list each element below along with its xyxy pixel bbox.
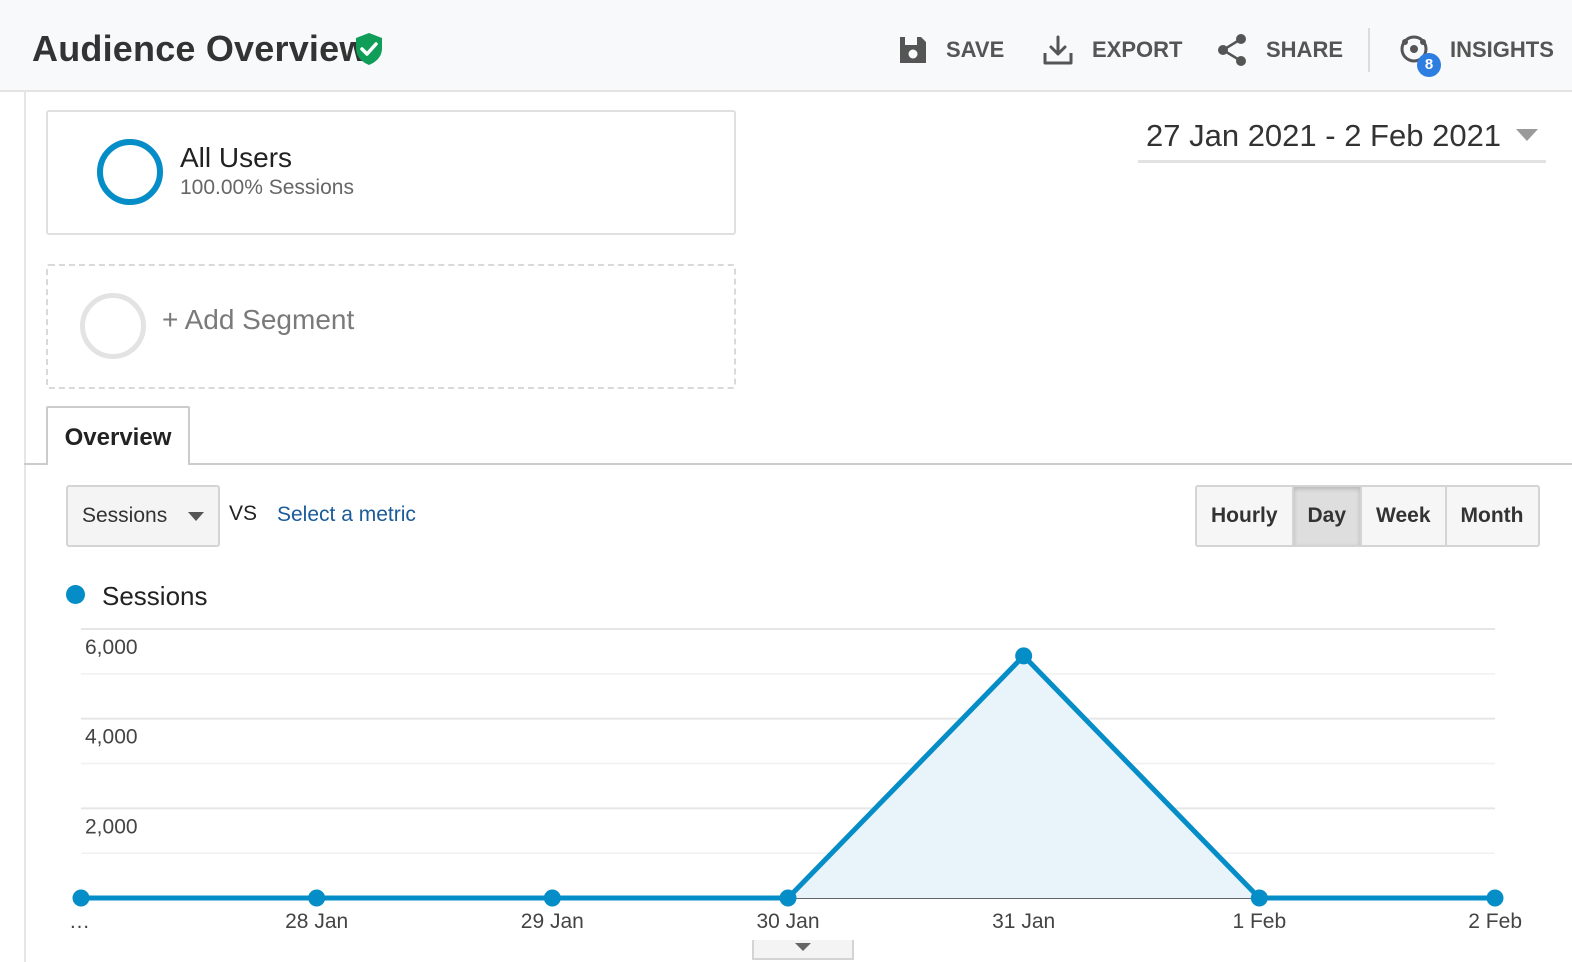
x-tick-label: 2 Feb: [1468, 910, 1522, 933]
insights-label: INSIGHTS: [1450, 37, 1554, 62]
sessions-data-point: [1486, 889, 1504, 907]
share-label: SHARE: [1266, 37, 1344, 62]
x-tick-label: 29 Jan: [521, 910, 584, 933]
sessions-data-point: [1015, 647, 1033, 665]
sessions-data-point: [779, 889, 797, 907]
insights-icon: [1400, 35, 1428, 63]
empty-segment-circle-icon: [80, 293, 146, 359]
vs-label: VS: [229, 502, 258, 525]
add-segment-button[interactable]: + Add Segment: [46, 264, 736, 389]
tab-overview[interactable]: Overview: [46, 406, 190, 465]
granularity-week-button[interactable]: Week: [1362, 487, 1447, 545]
insights-button[interactable]: INSIGHTS: [1398, 30, 1554, 70]
share-button[interactable]: SHARE: [1216, 30, 1343, 70]
x-tick-label: 30 Jan: [756, 910, 819, 933]
segment-name: All Users: [180, 142, 293, 173]
chevron-down-icon: [1516, 129, 1538, 141]
date-range-text: 27 Jan 2021 - 2 Feb 2021: [1146, 118, 1502, 153]
sessions-data-point: [308, 889, 326, 907]
date-range-picker[interactable]: 27 Jan 2021 - 2 Feb 2021: [1138, 112, 1546, 163]
sessions-data-point: [543, 889, 561, 907]
content-frame-border: [24, 90, 26, 962]
select-metric-link[interactable]: Select a metric: [277, 503, 416, 526]
export-label: EXPORT: [1092, 37, 1183, 62]
dropdown-caret-icon: [188, 512, 204, 521]
sessions-line-chart: 6,000 4,000 2,000 … 28 Jan 29 Jan 30 Jan 31 Jan…: [69, 628, 1522, 933]
granularity-hourly-button[interactable]: Hourly: [1197, 487, 1294, 545]
verified-shield-icon: [356, 33, 382, 65]
sessions-data-point: [72, 889, 90, 907]
save-icon: [900, 37, 926, 63]
header-divider: [1368, 28, 1370, 72]
segment-all-users[interactable]: All Users 100.00% Sessions: [46, 110, 736, 235]
page-title: Audience Overview: [32, 28, 368, 69]
granularity-month-button[interactable]: Month: [1446, 487, 1538, 545]
granularity-toggle: Hourly Day Week Month: [1195, 485, 1540, 547]
x-tick-label: …: [69, 910, 90, 933]
y-tick-label: 6,000: [85, 636, 138, 659]
tab-overview-label: Overview: [64, 424, 172, 451]
legend-sessions-label: Sessions: [102, 581, 208, 611]
download-icon: [1043, 35, 1073, 65]
add-segment-label: + Add Segment: [162, 304, 355, 335]
x-tick-label: 28 Jan: [285, 910, 348, 933]
x-tick-label: 1 Feb: [1232, 910, 1286, 933]
chart-expand-handle[interactable]: [752, 940, 854, 960]
x-tick-label: 31 Jan: [992, 910, 1055, 933]
metric-dropdown-value: Sessions: [82, 504, 168, 527]
granularity-day-button[interactable]: Day: [1293, 487, 1363, 545]
sessions-series-line: [81, 653, 1495, 901]
save-label: SAVE: [946, 37, 1005, 62]
y-tick-label: 2,000: [85, 815, 138, 838]
legend-sessions-marker: [66, 585, 85, 604]
share-icon: [1218, 34, 1246, 66]
segment-circle-icon: [97, 139, 163, 205]
metric-dropdown[interactable]: Sessions: [66, 485, 220, 547]
sessions-data-point: [1250, 889, 1268, 907]
report-header: Audience Overview SAVE EXPORT: [0, 0, 1572, 92]
tab-bar-divider: [24, 463, 1572, 465]
y-tick-label: 4,000: [85, 726, 138, 749]
sessions-area-fill: [81, 655, 1495, 898]
save-button[interactable]: SAVE: [898, 30, 1004, 70]
export-button[interactable]: EXPORT: [1042, 30, 1182, 70]
insights-count-badge: 8: [1417, 53, 1441, 77]
segment-subtitle: 100.00% Sessions: [180, 176, 354, 199]
